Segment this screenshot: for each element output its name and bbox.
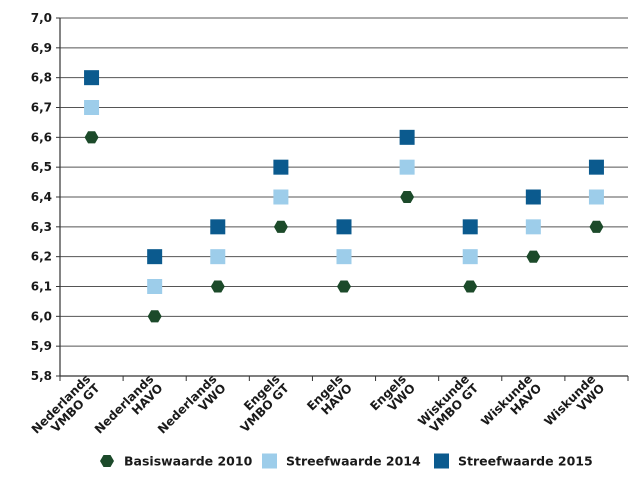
y-tick-label: 6,6 xyxy=(31,130,52,144)
legend-marker xyxy=(100,454,114,468)
x-axis-category-labels: NederlandsVMBO GTNederlandsHAVONederland… xyxy=(29,371,608,446)
legend: Basiswaarde 2010 Streefwaarde 2014 Streefw… xyxy=(100,453,593,469)
y-tick-label: 6,9 xyxy=(31,41,52,55)
data-point-basiswaarde-2010 xyxy=(147,310,162,323)
data-point-basiswaarde-2010 xyxy=(84,131,99,144)
legend-marker xyxy=(434,453,449,469)
axes xyxy=(56,17,629,381)
data-point-streefwaarde-2014 xyxy=(84,100,100,115)
x-category-label: EngelsVWO xyxy=(367,372,418,423)
gridlines xyxy=(60,17,628,347)
data-points xyxy=(84,70,604,323)
data-point-streefwaarde-2014 xyxy=(336,249,352,265)
x-category-label: EngelsHAVO xyxy=(304,372,355,423)
y-tick-label: 6,0 xyxy=(31,309,52,323)
y-tick-label: 7,0 xyxy=(31,11,52,25)
data-point-basiswaarde-2010 xyxy=(400,190,415,204)
y-tick-label: 6,7 xyxy=(31,101,52,115)
data-point-streefwaarde-2014 xyxy=(588,189,604,205)
x-category-label: WiskundeVMBO GT xyxy=(415,371,482,438)
data-point-basiswaarde-2010 xyxy=(463,280,478,293)
data-point-streefwaarde-2015 xyxy=(588,159,604,175)
legend-label: Streefwaarde 2015 xyxy=(458,454,593,469)
y-tick-label: 5,8 xyxy=(31,369,52,383)
y-tick-label: 6,2 xyxy=(31,250,52,264)
y-tick-label: 6,3 xyxy=(31,220,52,234)
data-point-streefwaarde-2014 xyxy=(399,159,415,175)
x-category-label: WiskundeHAVO xyxy=(478,372,544,438)
legend-marker xyxy=(262,453,277,469)
y-tick-label: 6,4 xyxy=(31,190,52,204)
data-point-streefwaarde-2015 xyxy=(84,70,100,86)
x-category-label: NederlandsHAVO xyxy=(92,372,166,446)
data-point-streefwaarde-2014 xyxy=(525,219,541,235)
data-point-streefwaarde-2014 xyxy=(147,279,163,294)
data-point-streefwaarde-2014 xyxy=(462,249,478,265)
data-point-streefwaarde-2014 xyxy=(210,249,226,265)
data-point-streefwaarde-2015 xyxy=(336,219,352,235)
x-category-label: EngelsVMBO GT xyxy=(228,371,292,435)
data-point-basiswaarde-2010 xyxy=(273,220,288,233)
legend-label: Basiswaarde 2010 xyxy=(124,454,253,469)
y-tick-label: 6,1 xyxy=(31,280,52,294)
x-category-label: NederlandsVWO xyxy=(155,372,229,446)
y-tick-label: 5,9 xyxy=(31,339,52,353)
data-point-basiswaarde-2010 xyxy=(589,220,604,233)
data-point-streefwaarde-2015 xyxy=(210,219,226,235)
data-point-streefwaarde-2015 xyxy=(273,159,289,175)
y-axis-tick-labels: 5,8 5,9 6,0 6,1 6,2 6,3 6,4 6,5 6,6 6,7 6,8 6,9 7,0 xyxy=(31,11,52,383)
data-point-streefwaarde-2015 xyxy=(147,249,163,265)
x-category-label: WiskundeVWO xyxy=(541,372,607,438)
legend-label: Streefwaarde 2014 xyxy=(286,454,421,469)
y-tick-label: 6,8 xyxy=(31,71,52,85)
data-point-streefwaarde-2015 xyxy=(462,219,478,235)
data-point-basiswaarde-2010 xyxy=(337,280,351,293)
data-point-streefwaarde-2014 xyxy=(273,189,289,205)
y-tick-label: 6,5 xyxy=(31,160,52,174)
data-point-basiswaarde-2010 xyxy=(210,280,225,293)
data-point-streefwaarde-2015 xyxy=(525,189,541,205)
data-point-basiswaarde-2010 xyxy=(526,250,541,263)
data-point-streefwaarde-2015 xyxy=(399,129,415,145)
